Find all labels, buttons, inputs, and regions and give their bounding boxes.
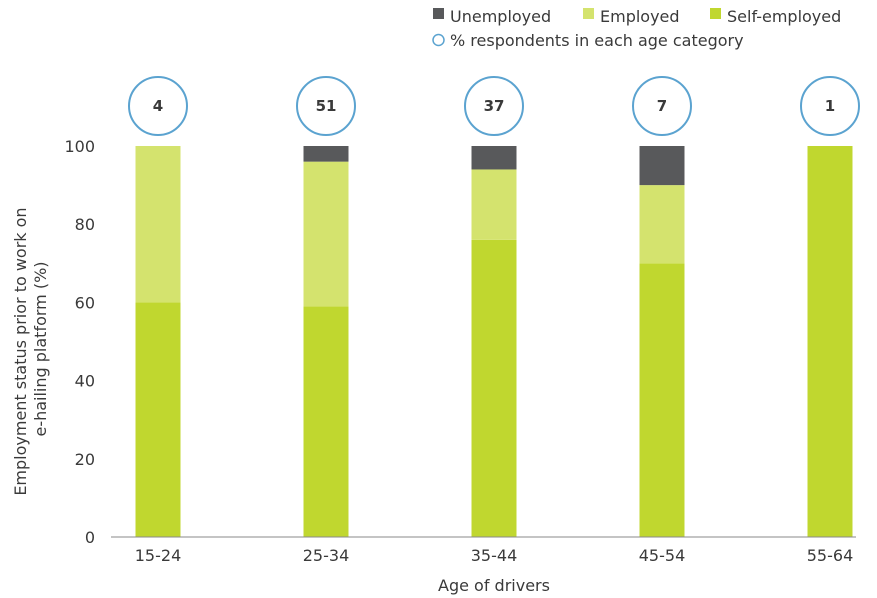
bar-self-employed-15-24 — [135, 302, 181, 537]
y-tick-label: 0 — [85, 528, 95, 547]
bar-unemployed-25-34 — [303, 146, 349, 162]
bar-self-employed-55-64 — [807, 146, 853, 537]
bar-unemployed-35-44 — [471, 146, 517, 170]
legend-swatch-unemployed — [433, 8, 444, 19]
bar-unemployed-45-54 — [639, 146, 685, 186]
legend-label-respondents: % respondents in each age category — [450, 31, 744, 50]
respondent-value-45-54: 7 — [657, 97, 667, 115]
respondent-bubble-45-54 — [632, 76, 692, 136]
x-tick-label: 35-44 — [471, 546, 518, 565]
bar-employed-45-54 — [639, 185, 685, 264]
x-tick-label: 15-24 — [135, 546, 182, 565]
respondent-value-35-44: 37 — [484, 97, 505, 115]
respondent-bubble-35-44 — [464, 76, 524, 136]
x-tick-label: 55-64 — [807, 546, 854, 565]
y-tick-label: 20 — [75, 450, 95, 469]
y-tick-label: 100 — [64, 137, 95, 156]
bar-self-employed-25-34 — [303, 306, 349, 537]
bar-self-employed-45-54 — [639, 263, 685, 537]
bars — [135, 146, 853, 537]
respondent-value-15-24: 4 — [153, 97, 163, 115]
legend-label-unemployed: Unemployed — [450, 7, 551, 26]
legend-swatch-self-employed — [710, 8, 721, 19]
y-axis-ticks: 0 20 40 60 80 100 — [64, 137, 95, 547]
legend-swatch-employed — [583, 8, 594, 19]
respondent-bubble-15-24 — [128, 76, 188, 136]
respondent-bubble-25-34 — [296, 76, 356, 136]
legend-label-self-employed: Self-employed — [727, 7, 841, 26]
x-axis-ticks: 15-24 25-34 35-44 45-54 55-64 — [135, 546, 854, 565]
legend: Unemployed Employed Self-employed % resp… — [432, 7, 841, 50]
respondent-bubbles: 4 51 37 7 1 — [128, 76, 860, 136]
respondent-value-25-34: 51 — [316, 97, 337, 115]
y-tick-label: 40 — [75, 372, 95, 391]
y-axis-title-line-2: e-hailing platform (%) — [31, 261, 50, 436]
x-tick-label: 45-54 — [639, 546, 686, 565]
legend-label-employed: Employed — [600, 7, 680, 26]
y-tick-label: 60 — [75, 293, 95, 312]
respondent-bubble-55-64 — [800, 76, 860, 136]
bar-employed-35-44 — [471, 169, 517, 240]
y-axis-title-line-1: Employment status prior to work on — [11, 207, 30, 495]
bar-employed-15-24 — [135, 146, 181, 303]
x-axis-title: Age of drivers — [438, 576, 550, 595]
x-tick-label: 25-34 — [303, 546, 350, 565]
y-tick-label: 80 — [75, 215, 95, 234]
legend-circle-respondents — [432, 33, 445, 47]
bar-employed-25-34 — [303, 161, 349, 307]
bar-self-employed-35-44 — [471, 239, 517, 537]
y-axis-title: Employment status prior to work on e-hai… — [11, 202, 50, 495]
respondent-value-55-64: 1 — [825, 97, 835, 115]
